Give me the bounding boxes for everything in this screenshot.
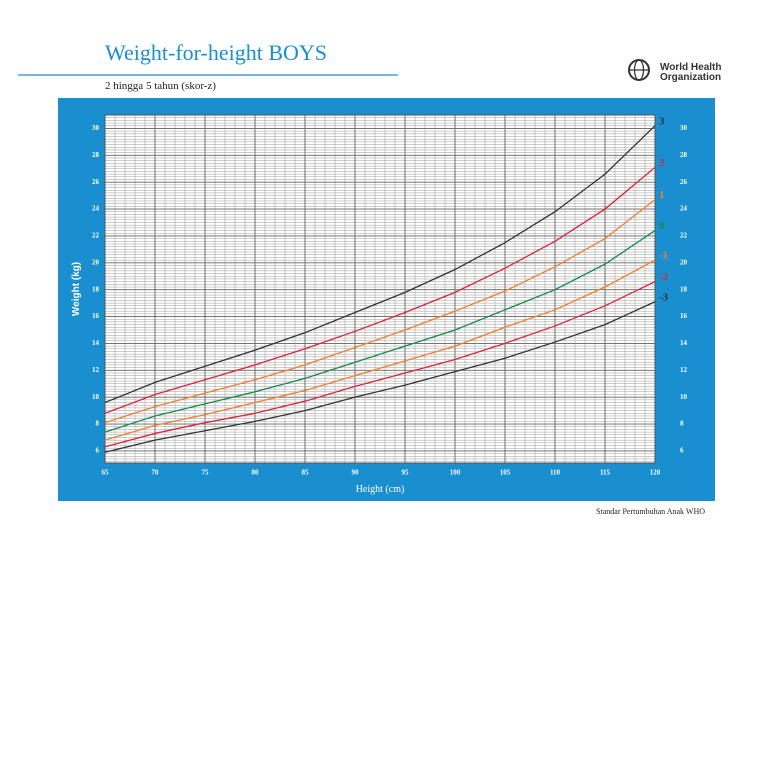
y-tick-label: 18 xyxy=(92,285,100,293)
z-score-line xyxy=(104,301,656,453)
line-label: -1 xyxy=(659,250,668,262)
x-tick-label: 70 xyxy=(152,469,160,477)
source-note: Standar Pertumbuhan Anak WHO xyxy=(596,507,705,516)
y-tick-label: 16 xyxy=(92,312,100,320)
y-tick-label: 12 xyxy=(92,366,100,374)
y-tick-label: 6 xyxy=(680,447,684,455)
z-score-line xyxy=(104,259,656,441)
z-score-line xyxy=(104,166,656,414)
y-tick-label: 24 xyxy=(680,205,688,213)
plot-border xyxy=(104,114,656,464)
y-tick-label: 16 xyxy=(680,312,688,320)
y-tick-label: 18 xyxy=(680,285,688,293)
z-score-line xyxy=(104,125,656,404)
x-tick-label: 65 xyxy=(102,469,110,477)
y-tick-label: 26 xyxy=(92,178,100,186)
x-tick-label: 100 xyxy=(450,469,461,477)
y-tick-label: 8 xyxy=(680,420,684,428)
z-score-line xyxy=(104,230,656,433)
line-label: 0 xyxy=(659,220,665,232)
x-axis-label: Height (cm) xyxy=(356,484,405,495)
x-tick-label: 75 xyxy=(202,469,210,477)
y-tick-label: 12 xyxy=(680,366,688,374)
y-tick-label: 20 xyxy=(680,258,688,266)
marks: 3 2 1 0 -1 -2 -3 xyxy=(104,115,669,453)
x-tick-label: 90 xyxy=(352,469,360,477)
line-label: 1 xyxy=(659,189,665,201)
y-tick-label: 6 xyxy=(96,447,100,455)
x-tick-label: 105 xyxy=(500,469,511,477)
x-tick-label: 110 xyxy=(550,469,561,477)
line-label: -3 xyxy=(659,291,669,303)
z-score-line xyxy=(104,199,656,424)
chart-title: Weight-for-height BOYS xyxy=(105,40,327,65)
y-tick-label: 28 xyxy=(680,151,688,159)
y-tick-label: 24 xyxy=(92,205,100,213)
chart-subtitle: 2 hingga 5 tahun (skor-z) xyxy=(105,80,216,92)
y-tick-label: 30 xyxy=(680,124,688,132)
y-tick-label: 28 xyxy=(92,151,100,159)
y-tick-label: 14 xyxy=(92,339,100,347)
y-tick-label: 8 xyxy=(96,420,100,428)
x-tick-label: 120 xyxy=(650,469,661,477)
y-tick-label: 10 xyxy=(92,393,100,401)
y-tick-label: 14 xyxy=(680,339,688,347)
line-label: -2 xyxy=(659,271,669,283)
y-tick-label: 26 xyxy=(680,178,688,186)
who-logo: World Health Organization xyxy=(628,59,721,83)
x-tick-label: 95 xyxy=(402,469,410,477)
y-tick-label: 20 xyxy=(92,258,100,266)
x-tick-label: 80 xyxy=(252,469,260,477)
line-label: 3 xyxy=(659,115,665,127)
y-tick-label: 10 xyxy=(680,393,688,401)
y-tick-label: 22 xyxy=(92,232,100,240)
y-tick-label: 22 xyxy=(680,232,688,240)
z-score-line xyxy=(104,281,656,448)
logo-text: Organization xyxy=(660,72,721,83)
line-label: 2 xyxy=(659,157,665,169)
y-tick-label: 30 xyxy=(92,124,100,132)
y-axis-label: Weight (kg) xyxy=(71,262,82,316)
x-tick-label: 115 xyxy=(600,469,611,477)
x-tick-label: 85 xyxy=(302,469,310,477)
logo-text: World Health xyxy=(660,62,721,73)
